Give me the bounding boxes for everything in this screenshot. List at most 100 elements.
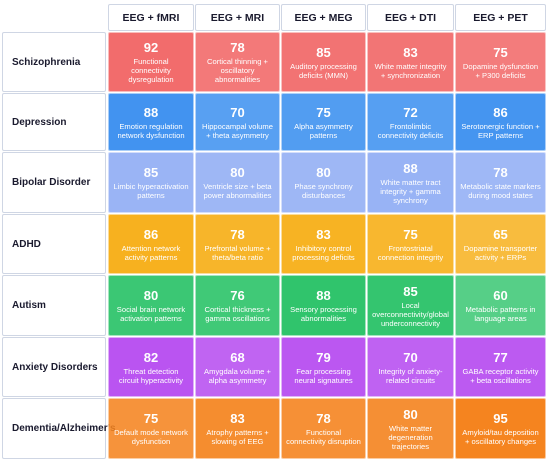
heatmap-cell: 75 Alpha asymmetry patterns [281, 93, 366, 151]
cell-description: Social brain network activation patterns [116, 305, 186, 323]
cell-score: 86 [143, 226, 159, 242]
cell-description: Cortical thinning + oscillatory abnormal… [207, 57, 268, 84]
cell-score: 80 [230, 165, 245, 180]
cell-score: 88 [403, 160, 418, 176]
cell-score: 85 [316, 44, 331, 60]
cell-score: 80 [143, 288, 159, 303]
heatmap-cell: 75 Default mode network dysfunction [108, 398, 194, 459]
heatmap-cell: 95 Amyloid/tau deposition + oscillatory c… [455, 398, 546, 459]
cell-score: 68 [230, 349, 245, 365]
column-header: EEG + PET [455, 4, 546, 31]
row-header: Dementia/Alzheimer's [2, 398, 116, 459]
column-header: EEG + DTI [367, 4, 454, 31]
cell-score: 95 [493, 411, 508, 426]
row-header: ADHD [2, 214, 106, 274]
heatmap-cell: 78 Functional connectivity disruption [281, 398, 366, 459]
row-header: Schizophrenia [2, 32, 106, 92]
heatmap-cell: 83 White matter integrity + synchronizati… [367, 32, 454, 92]
cell-description: Dopamine transporter activity + ERPs [463, 243, 538, 262]
row-header: Bipolar Disorder [2, 152, 106, 213]
heatmap-cell: 86 Serotonergic function + ERP patterns [455, 93, 546, 151]
cell-description: Atrophy patterns + slowing of EEG [206, 428, 269, 446]
heatmap-cell: 80 Ventricle size + beta power abnormalit… [195, 152, 280, 213]
cell-description: White matter degeneration trajectories [388, 423, 433, 451]
heatmap-cell: 77 GABA receptor activity + beta oscillat… [455, 337, 546, 397]
cell-score: 83 [316, 226, 331, 242]
heatmap-cell: 83 Inhibitory control processing deficits [281, 214, 366, 274]
cell-score: 70 [403, 349, 418, 365]
cell-score: 80 [316, 165, 331, 180]
cell-description: Inhibitory control processing deficits [292, 243, 355, 262]
cell-score: 88 [143, 104, 159, 120]
cell-description: Metabolic state markers during mood stat… [460, 182, 541, 200]
cell-score: 75 [143, 411, 159, 426]
cell-description: Local overconnectivity/global underconne… [372, 300, 449, 328]
cell-description: Auditory processing deficits (MMN) [290, 61, 357, 80]
cell-description: White matter tract integrity + gamma syn… [380, 177, 441, 205]
cell-score: 78 [316, 411, 331, 426]
row-header: Anxiety Disorders [2, 337, 106, 397]
cell-description: Prefrontal volume + theta/beta ratio [204, 243, 271, 262]
cell-description: White matter integrity + synchronization [374, 61, 447, 80]
heatmap-cell: 75 Frontostriatal connection integrity [367, 214, 454, 274]
heatmap-cell: 80 Phase synchrony disturbances [281, 152, 366, 213]
heatmap-cell: 68 Amygdala volume + alpha asymmetry [195, 337, 280, 397]
heatmap-cell: 85 Auditory processing deficits (MMN) [281, 32, 366, 92]
cell-description: Cortical thickness + gamma oscillations [204, 305, 271, 323]
heatmap-cell: 80 Social brain network activation patter… [108, 275, 194, 336]
heatmap-cell: 78 Prefrontal volume + theta/beta ratio [195, 214, 280, 274]
heatmap-cell: 80 White matter degeneration trajectories [367, 398, 454, 459]
cell-score: 88 [316, 288, 331, 303]
heatmap-cell: 86 Attention network activity patterns [108, 214, 194, 274]
heatmap-cell: 78 Cortical thinning + oscillatory abnorm… [195, 32, 280, 92]
cell-description: Alpha asymmetry patterns [294, 121, 353, 140]
cell-score: 83 [403, 44, 418, 60]
cell-score: 85 [403, 283, 418, 299]
cell-description: Frontostriatal connection integrity [377, 243, 444, 262]
cell-score: 70 [230, 104, 245, 120]
cell-description: Emotion regulation network dysfunction [117, 121, 185, 140]
cell-description: Ventricle size + beta power abnormalitie… [203, 182, 272, 200]
corner-cell [2, 4, 106, 31]
column-header: EEG + MRI [195, 4, 280, 31]
heatmap-cell: 92 Functional connectivity dysregulation [108, 32, 194, 92]
cell-score: 75 [316, 104, 331, 120]
cell-score: 78 [230, 226, 245, 242]
cell-score: 83 [230, 411, 245, 426]
heatmap-cell: 70 Integrity of anxiety-related circuits [367, 337, 454, 397]
heatmap-cell: 85 Limbic hyperactivation patterns [108, 152, 194, 213]
cell-description: Attention network activity patterns [121, 243, 181, 262]
heatmap-cell: 79 Fear processing neural signatures [281, 337, 366, 397]
heatmap-cell: 85 Local overconnectivity/global undercon… [367, 275, 454, 336]
cell-description: Frontolimbic connectivity deficits [377, 121, 444, 140]
cell-score: 72 [403, 104, 418, 120]
cell-description: Amygdala volume + alpha asymmetry [204, 366, 271, 385]
heatmap-cell: 65 Dopamine transporter activity + ERPs [455, 214, 546, 274]
cell-description: Limbic hyperactivation patterns [113, 182, 189, 200]
cell-score: 75 [403, 226, 418, 242]
heatmap-cell: 88 Emotion regulation network dysfunction [108, 93, 194, 151]
heatmap-cell: 70 Hippocampal volume + theta asymmetry [195, 93, 280, 151]
row-header: Autism [2, 275, 106, 336]
heatmap-cell: 78 Metabolic state markers during mood st… [455, 152, 546, 213]
cell-score: 65 [493, 226, 508, 242]
column-header: EEG + MEG [281, 4, 366, 31]
heatmap-cell: 75 Dopamine dysfunction + P300 deficits [455, 32, 546, 92]
cell-score: 92 [143, 40, 159, 55]
cell-description: Threat detection circuit hyperactivity [118, 366, 184, 385]
heatmap-cell: 76 Cortical thickness + gamma oscillation… [195, 275, 280, 336]
cell-description: Functional connectivity disruption [286, 428, 361, 446]
cell-description: Integrity of anxiety-related circuits [378, 366, 443, 385]
cell-score: 76 [230, 288, 245, 303]
cell-score: 85 [143, 165, 159, 180]
heatmap-cell: 88 White matter tract integrity + gamma s… [367, 152, 454, 213]
cell-score: 75 [493, 44, 508, 60]
cell-score: 78 [493, 165, 508, 180]
heatmap-cell: 72 Frontolimbic connectivity deficits [367, 93, 454, 151]
row-header: Depression [2, 93, 106, 151]
heatmap-cell: 60 Metabolic patterns in language areas [455, 275, 546, 336]
heatmap-cell: 82 Threat detection circuit hyperactivity [108, 337, 194, 397]
cell-description: Functional connectivity dysregulation [128, 57, 174, 84]
cell-description: Phase synchrony disturbances [294, 182, 353, 200]
